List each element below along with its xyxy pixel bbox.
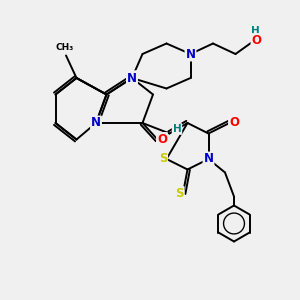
Text: H: H [250,26,260,37]
Text: N: N [91,116,101,130]
Text: H: H [172,124,182,134]
Text: S: S [175,187,184,200]
Text: N: N [185,47,196,61]
Text: N: N [127,71,137,85]
Text: O: O [157,133,167,146]
Text: N: N [203,152,214,166]
Text: O: O [229,116,239,130]
Text: S: S [159,152,167,166]
Text: O: O [251,34,262,47]
Text: N: N [127,71,137,85]
Text: CH₃: CH₃ [56,43,74,52]
